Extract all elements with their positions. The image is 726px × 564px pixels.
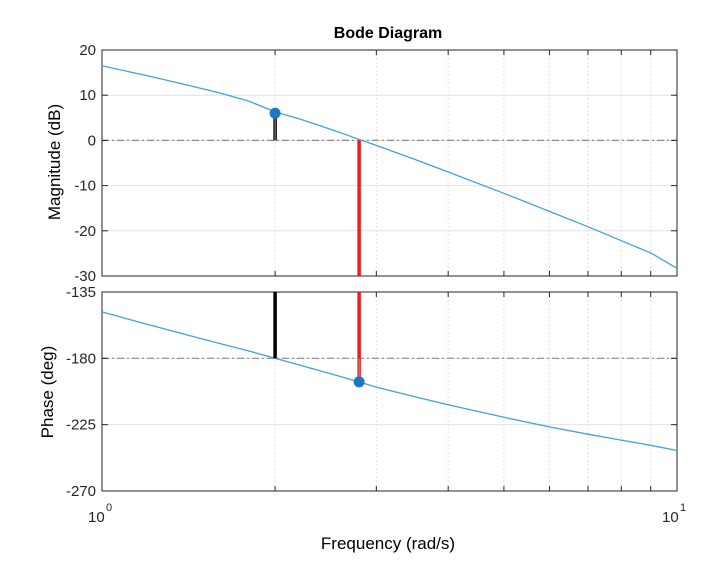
x-tick-exponent: 0 xyxy=(106,502,112,514)
y-tick-label: -225 xyxy=(66,417,96,434)
x-tick-label-low: 10 0 xyxy=(88,502,112,526)
y-tick-label: -270 xyxy=(66,483,96,500)
x-tick-exponent: 1 xyxy=(680,502,686,514)
y-tick-label: 0 xyxy=(88,132,96,149)
magnitude-axis-label: Magnitude (dB) xyxy=(45,104,64,220)
phase-curve xyxy=(101,311,678,452)
margin-marker xyxy=(353,376,365,388)
phase-plot xyxy=(101,311,678,452)
phase-grid xyxy=(101,291,678,492)
magnitude-grid xyxy=(101,49,678,277)
phase-axes-box xyxy=(101,291,678,492)
phase-axis-label: Phase (deg) xyxy=(38,346,57,439)
magnitude-curve xyxy=(101,65,678,269)
magnitude-plot xyxy=(101,65,678,269)
y-tick-label: -20 xyxy=(74,223,96,240)
y-tick-label: 20 xyxy=(79,42,96,59)
y-tick-label: -10 xyxy=(74,178,96,195)
magnitude-y-ticks: 20 10 0 -10 -20 -30 xyxy=(74,42,677,285)
y-tick-label: -180 xyxy=(66,350,96,367)
x-tick-label-high: 10 1 xyxy=(662,502,686,526)
x-tick-base: 10 xyxy=(88,509,105,526)
margin-marker xyxy=(269,107,281,119)
y-tick-label: -30 xyxy=(74,268,96,285)
x-axis-label: Frequency (rad/s) xyxy=(321,534,455,553)
margin-bars xyxy=(269,107,365,388)
phase-y-ticks: -135 -180 -225 -270 xyxy=(66,284,677,500)
y-tick-label: -135 xyxy=(66,284,96,301)
y-tick-label: 10 xyxy=(79,87,96,104)
x-tick-base: 10 xyxy=(662,509,679,526)
magnitude-axes-box xyxy=(101,49,678,277)
chart-title: Bode Diagram xyxy=(334,25,442,42)
